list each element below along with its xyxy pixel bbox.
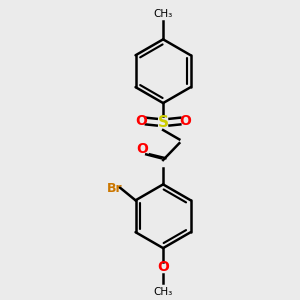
Text: O: O <box>136 142 148 156</box>
Text: CH₃: CH₃ <box>154 287 173 297</box>
Text: S: S <box>158 115 169 130</box>
Text: CH₃: CH₃ <box>154 10 173 20</box>
Text: O: O <box>157 260 169 274</box>
Text: O: O <box>135 114 147 128</box>
Text: O: O <box>179 114 191 128</box>
Text: Br: Br <box>106 182 122 195</box>
